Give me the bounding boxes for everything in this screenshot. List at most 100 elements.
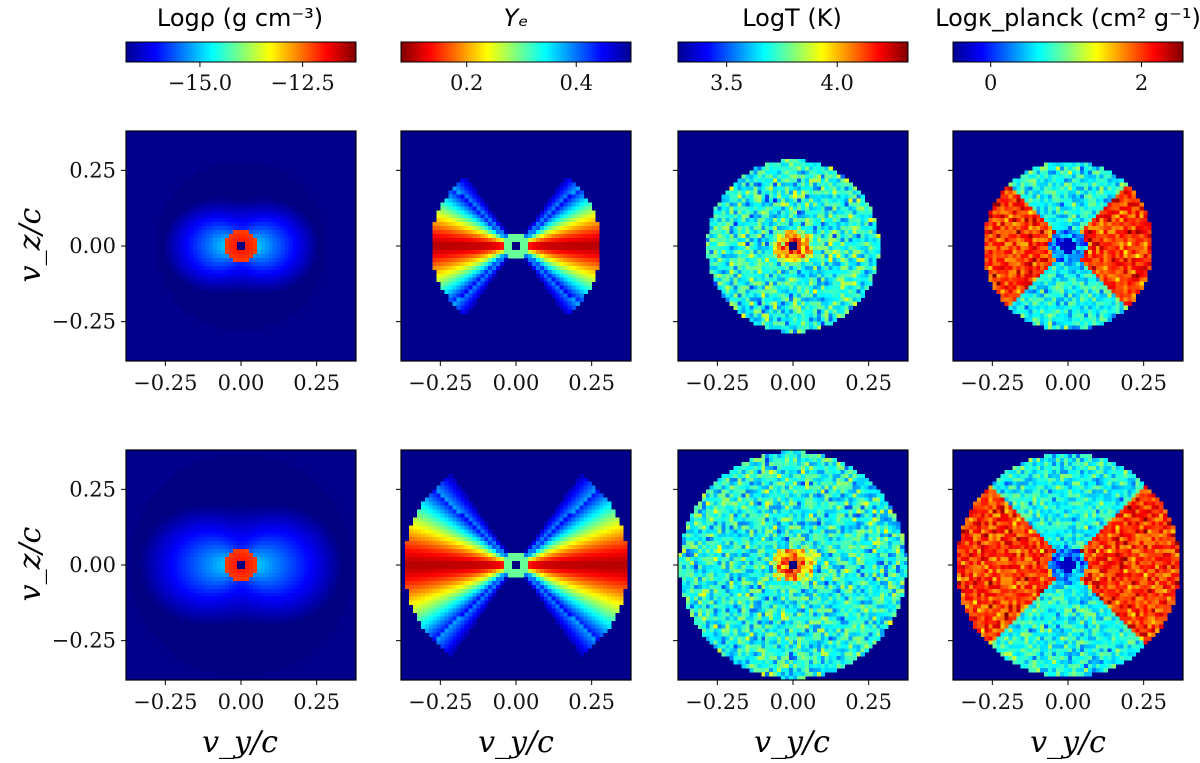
heatmap-cell: [492, 273, 497, 279]
heatmap-cell: [316, 608, 321, 613]
heatmap-cell: [197, 186, 202, 191]
heatmap-cell: [284, 656, 289, 661]
heatmap-cell: [452, 214, 457, 219]
heatmap-cell: [149, 533, 155, 538]
heatmap-cell: [508, 238, 513, 243]
heatmap-cell: [444, 226, 449, 231]
heatmap-cell: [292, 596, 297, 602]
heatmap-cell: [280, 477, 286, 483]
heatmap-cell: [205, 553, 210, 558]
heatmap-cell: [185, 636, 190, 641]
heatmap-cell: [484, 257, 489, 263]
colorbar-title-opacity: Logκ_planck (cm² g⁻¹): [935, 4, 1200, 32]
heatmap-cell: [304, 190, 309, 195]
heatmap-cell: [197, 592, 202, 598]
heatmap-cell: [555, 206, 561, 211]
heatmap-cell: [173, 549, 178, 554]
heatmap-cell: [300, 652, 305, 657]
heatmap-cell: [252, 513, 258, 518]
heatmap-cell: [256, 580, 262, 586]
heatmap-cell: [145, 525, 151, 530]
heatmap-cell: [237, 664, 242, 669]
heatmap-cell: [161, 525, 167, 530]
heatmap-cell: [448, 497, 453, 502]
heatmap-cell: [292, 277, 297, 283]
heatmap-cell: [201, 529, 206, 534]
heatmap-cell: [252, 465, 258, 471]
heatmap-cell: [205, 265, 210, 271]
heatmap-cell: [587, 481, 592, 487]
heatmap-cell: [241, 505, 246, 510]
heatmap-cell: [272, 576, 278, 582]
heatmap-cell: [516, 249, 521, 255]
heatmap-cell: [304, 561, 309, 566]
heatmap-cell: [336, 600, 341, 606]
heatmap-cell: [436, 214, 442, 219]
heatmap-cell: [185, 572, 190, 578]
heatmap-cell: [276, 501, 282, 506]
heatmap-cell: [452, 186, 457, 191]
heatmap-cell: [185, 234, 190, 239]
heatmap-cell: [551, 281, 557, 287]
heatmap-cell: [225, 640, 230, 645]
heatmap-cell: [332, 553, 337, 558]
heatmap-cell: [244, 162, 250, 168]
heatmap-cell: [157, 553, 163, 558]
heatmap-cell: [276, 660, 282, 665]
heatmap-cell: [547, 222, 553, 227]
heatmap-cell: [193, 529, 198, 534]
heatmap-cell: [436, 234, 442, 239]
heatmap-cell: [292, 656, 297, 661]
heatmap-cell: [161, 253, 167, 259]
heatmap-cell: [252, 226, 258, 231]
heatmap-cell: [217, 186, 222, 191]
heatmap-cell: [201, 584, 206, 590]
heatmap-cell: [288, 261, 293, 267]
heatmap-cell: [332, 604, 337, 610]
heatmap-cell: [185, 489, 190, 495]
heatmap-cell: [248, 257, 254, 263]
heatmap-cell: [233, 608, 238, 613]
heatmap-cell: [241, 301, 246, 306]
heatmap-cell: [153, 529, 159, 534]
heatmap-cell: [185, 261, 190, 267]
heatmap-cell: [169, 273, 174, 279]
heatmap-cell: [464, 198, 469, 203]
heatmap-cell: [272, 628, 278, 633]
heatmap-cell: [145, 576, 151, 582]
heatmap-cell: [157, 604, 163, 610]
heatmap-cell: [476, 242, 481, 247]
heatmap-cell: [201, 604, 206, 610]
heatmap-cell: [193, 297, 198, 302]
heatmap-cell: [272, 505, 278, 510]
heatmap-cell: [296, 182, 301, 187]
heatmap-cell: [189, 568, 194, 574]
heatmap-cell: [189, 604, 194, 610]
heatmap-cell: [292, 624, 297, 629]
heatmap-cell: [264, 273, 270, 279]
heatmap-cell: [225, 493, 230, 498]
heatmap-cell: [304, 238, 309, 243]
heatmap-cell: [209, 469, 214, 475]
heatmap-cell: [225, 461, 230, 467]
heatmap-cell: [308, 513, 313, 518]
heatmap-cell: [173, 584, 178, 590]
heatmap-cell: [268, 246, 274, 251]
heatmap-cell: [197, 257, 202, 263]
heatmap-cell: [448, 190, 453, 195]
heatmap-cell: [209, 541, 214, 546]
heatmap-cell: [555, 198, 561, 203]
heatmap-cell: [244, 549, 250, 554]
heatmap-cell: [213, 489, 218, 495]
heatmap-cell: [225, 588, 230, 594]
heatmap-cell: [555, 249, 561, 255]
heatmap-cell: [340, 553, 345, 558]
heatmap-cell: [241, 305, 246, 310]
heatmap-cell: [165, 505, 171, 510]
heatmap-cell: [535, 269, 541, 275]
heatmap-cell: [260, 640, 266, 645]
heatmap-cell: [181, 509, 186, 514]
heatmap-cell: [324, 588, 329, 594]
heatmap-cell: [213, 230, 218, 235]
heatmap-cells: [157, 162, 325, 330]
